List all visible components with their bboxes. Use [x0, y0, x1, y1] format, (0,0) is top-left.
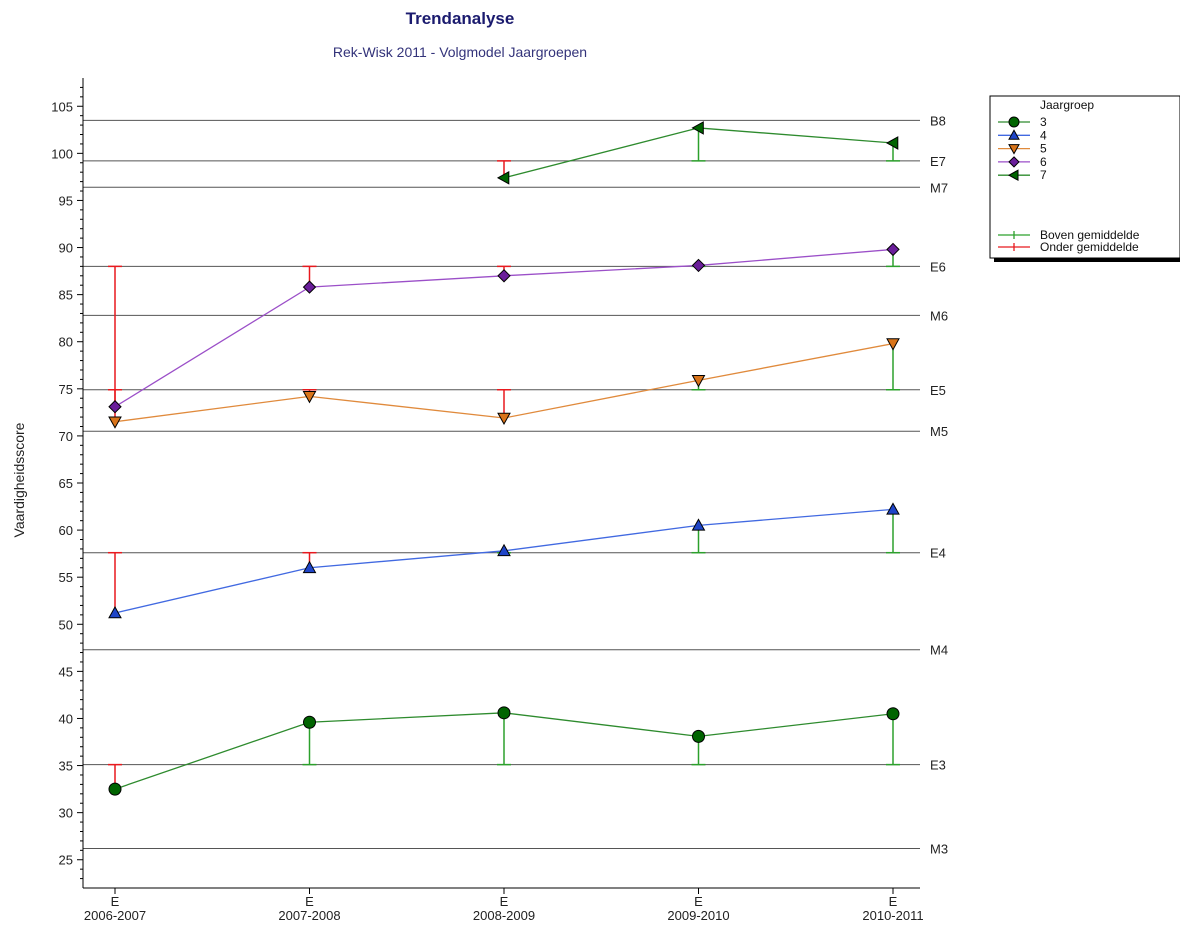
- data-point: [108, 782, 122, 796]
- data-point: [885, 136, 899, 150]
- data-point: [302, 560, 317, 574]
- data-point: [303, 715, 316, 729]
- data-point: [108, 605, 122, 619]
- reference-label: E3: [930, 758, 946, 773]
- reference-label: M3: [930, 841, 948, 856]
- reference-label: B8: [930, 113, 946, 128]
- reference-label: E6: [930, 259, 946, 274]
- data-point: [886, 707, 900, 721]
- legend-title: Jaargroep: [1040, 98, 1094, 112]
- data-point: [692, 729, 705, 743]
- x-tick-label-top: E: [694, 894, 703, 909]
- data-point: [302, 391, 317, 404]
- y-tick-label: 80: [59, 335, 73, 350]
- data-point: [497, 543, 511, 557]
- legend-label-5: 5: [1040, 142, 1047, 156]
- data-point: [497, 706, 511, 720]
- y-tick-label: 40: [59, 711, 73, 726]
- legend-label-3: 3: [1040, 115, 1047, 129]
- y-tick-label: 65: [59, 476, 73, 491]
- x-tick-label-top: E: [111, 894, 120, 909]
- legend-marker-7: [1007, 169, 1019, 182]
- series-line-4: [114, 508, 894, 614]
- legend-label-7: 7: [1040, 168, 1047, 182]
- data-point: [886, 338, 900, 351]
- data-markers: [108, 121, 900, 796]
- legend-label-6: 6: [1040, 155, 1047, 169]
- legend-marker-4: [1008, 129, 1020, 140]
- data-point: [691, 258, 706, 273]
- x-tick-label: 2007-2008: [278, 908, 340, 923]
- x-tick-label: 2008-2009: [473, 908, 535, 923]
- data-point: [108, 416, 122, 429]
- legend-errorbar-label: Boven gemiddelde: [1040, 228, 1140, 242]
- data-point: [691, 375, 706, 388]
- reference-label: M4: [930, 643, 948, 658]
- series-lines: [114, 127, 894, 790]
- legend-marker-3: [1008, 116, 1020, 128]
- data-point: [497, 412, 511, 426]
- reference-label: M7: [930, 180, 948, 195]
- data-point: [886, 242, 900, 257]
- y-tick-label: 90: [59, 241, 73, 256]
- y-tick-label: 30: [59, 806, 73, 821]
- x-tick-label-top: E: [889, 894, 898, 909]
- error-bars: [108, 127, 900, 790]
- reference-label: M5: [930, 424, 948, 439]
- reference-label: E4: [930, 546, 946, 561]
- y-tick-label: 70: [59, 429, 73, 444]
- y-tick-label: 35: [59, 759, 73, 774]
- reference-label: E5: [930, 383, 946, 398]
- y-tick-label: 50: [59, 617, 73, 632]
- data-point: [496, 170, 510, 185]
- x-tick-label-top: E: [500, 894, 509, 909]
- axes: 253035404550556065707580859095100105E200…: [51, 78, 924, 923]
- y-tick-label: 25: [59, 853, 73, 868]
- y-tick-label: 85: [59, 288, 73, 303]
- reference-label: M6: [930, 308, 948, 323]
- reference-lines: B8 E7 M7 E6 M6 E5 M5 E4 M4 E3 M3: [83, 113, 948, 856]
- chart-title: Trendanalyse: [406, 9, 515, 28]
- y-tick-label: 75: [59, 382, 73, 397]
- legend-label-4: 4: [1040, 128, 1047, 142]
- data-point: [497, 269, 511, 283]
- chart-subtitle: Rek-Wisk 2011 - Volgmodel Jaargroepen: [333, 44, 587, 60]
- x-tick-label: 2006-2007: [84, 908, 146, 923]
- x-tick-label-top: E: [305, 894, 314, 909]
- legend-marker-5: [1008, 144, 1020, 155]
- legend-errorbar-label: Onder gemiddelde: [1040, 240, 1139, 254]
- y-axis-label: Vaardigheidsscore: [11, 422, 27, 537]
- x-tick-label: 2010-2011: [862, 908, 923, 923]
- reference-label: E7: [930, 154, 946, 169]
- data-point: [691, 121, 704, 135]
- y-tick-label: 105: [51, 99, 73, 114]
- y-tick-label: 60: [59, 523, 73, 538]
- data-point: [108, 400, 122, 414]
- data-point: [691, 518, 706, 531]
- y-tick-label: 95: [59, 193, 73, 208]
- y-tick-label: 55: [59, 570, 73, 585]
- x-tick-label: 2009-2010: [667, 908, 729, 923]
- y-tick-label: 100: [51, 146, 73, 161]
- legend-marker-6: [1008, 156, 1020, 168]
- data-point: [302, 280, 317, 294]
- data-point: [886, 502, 900, 515]
- y-tick-label: 45: [59, 664, 73, 679]
